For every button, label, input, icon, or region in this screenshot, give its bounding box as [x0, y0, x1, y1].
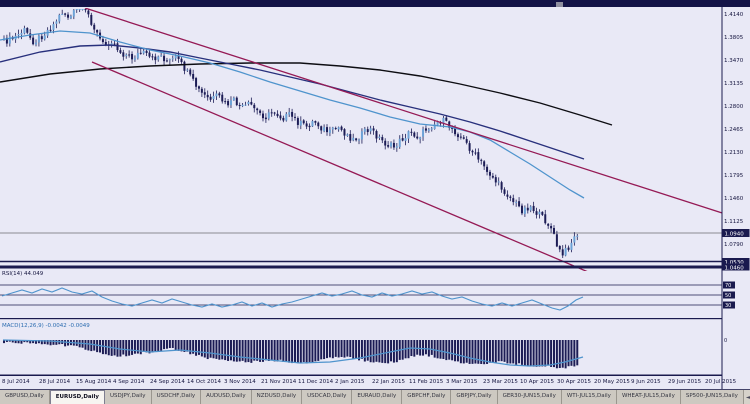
- tab-sp500-jun15[interactable]: SP500-JUN15,Daily: [680, 390, 744, 404]
- date-tick-label: 11 Dec 2014: [298, 379, 334, 385]
- price-tick-label: 1.1125: [724, 219, 744, 225]
- macd-zero-label: 0: [724, 338, 727, 344]
- tab-audusd[interactable]: AUDUSD,Daily: [201, 390, 252, 404]
- tab-euraud[interactable]: EURAUD,Daily: [352, 390, 403, 404]
- macd-signal-line: [2, 339, 584, 367]
- price-tick-label: 1.3470: [724, 58, 744, 64]
- tab-wheat-jul15[interactable]: WHEAT-JUL15,Daily: [616, 390, 681, 404]
- date-tick-label: 23 Mar 2015: [483, 379, 518, 385]
- moving-averages-layer: [0, 30, 613, 199]
- date-tick-label: 14 Oct 2014: [187, 379, 222, 385]
- rsi-line: [1, 287, 584, 311]
- date-tick-label: 8 Jul 2014: [2, 379, 30, 385]
- ma-fast-line: [0, 30, 585, 199]
- tab-nzdusd[interactable]: NZDUSD,Daily: [251, 390, 303, 404]
- support-level-label: 1.0530: [725, 260, 745, 266]
- date-tick-label: 24 Sep 2014: [150, 379, 185, 385]
- price-tick-label: 1.1795: [724, 173, 744, 179]
- current-price-label: 1.0940: [725, 232, 745, 238]
- trendline-1: [84, 8, 722, 214]
- macd-dateaxis-separator: [0, 374, 722, 376]
- date-tick-label: 29 Jun 2015: [668, 379, 702, 385]
- date-tick-label: 21 Nov 2014: [261, 379, 297, 385]
- date-tick-label: 11 Feb 2015: [409, 379, 444, 385]
- date-tick-label: 20 May 2015: [594, 379, 630, 385]
- rsi-level-label: 50: [725, 293, 731, 299]
- current-price-badge: [722, 229, 750, 237]
- price-tick-label: 1.4140: [724, 12, 744, 18]
- tab-ger30-jun15[interactable]: GER30-JUN15,Daily: [497, 390, 562, 404]
- ma-slow-line: [0, 62, 613, 126]
- support-level-line-2: [0, 265, 722, 269]
- tab-usdjpy[interactable]: USDJPY,Daily: [104, 390, 152, 404]
- price-axis[interactable]: 1.4140 1.3805 1.3470 1.3135 1.2800 1.2465 1.21…: [722, 12, 750, 272]
- support-level-label: 1.0460: [725, 266, 745, 272]
- price-tick-label: 1.2130: [724, 150, 744, 156]
- candles-layer: [3, 9, 579, 258]
- tab-gbpchf[interactable]: GBPCHF,Daily: [402, 390, 452, 404]
- ma-mid-line: [0, 44, 585, 160]
- date-tick-label: 22 Jan 2015: [372, 379, 405, 385]
- date-tick-label: 15 Aug 2014: [76, 379, 112, 385]
- rsi-level-badge: [723, 301, 735, 309]
- tab-gbpusd[interactable]: GBPUSD,Daily: [0, 390, 50, 404]
- date-tick-label: 3 Mar 2015: [446, 379, 478, 385]
- support-level-badge: [722, 258, 750, 265]
- date-tick-label: 3 Nov 2014: [224, 379, 256, 385]
- tab-usdchf[interactable]: USDCHF,Daily: [151, 390, 202, 404]
- date-tick-label: 20 Jul 2015: [705, 379, 737, 385]
- date-tick-label: 30 Apr 2015: [557, 379, 592, 385]
- rsi-indicator-label: RSI(14) 44.049: [2, 271, 44, 277]
- chart-background: [0, 0, 750, 389]
- date-tick-label: 28 Jul 2014: [39, 379, 71, 385]
- trendlines-layer: [84, 8, 722, 271]
- chart-canvas[interactable]: 70 50 30 RSI(14) 44.049 MACD(12,26,9) -0.004…: [0, 0, 750, 389]
- trendline-2: [91, 61, 588, 271]
- date-tick-label: 4 Sep 2014: [113, 379, 145, 385]
- rsi-level-label: 70: [725, 283, 731, 289]
- tab-usdcad[interactable]: USDCAD,Daily: [302, 390, 353, 404]
- tab-scroll-controls: ◄►: [744, 390, 750, 404]
- date-tick-label: 2 Jan 2015: [335, 379, 365, 385]
- date-tick-label: 10 Apr 2015: [520, 379, 555, 385]
- date-axis[interactable]: 8 Jul 2014 28 Jul 2014 15 Aug 2014 4 Sep 20…: [2, 379, 737, 385]
- tab-scroll-left-button[interactable]: ◄: [745, 393, 750, 401]
- rsi-level-label: 30: [725, 303, 731, 309]
- price-tick-label: 1.3135: [724, 81, 744, 87]
- price-tick-label: 1.1460: [724, 196, 744, 202]
- price-tick-label: 1.3805: [724, 35, 744, 41]
- tab-gbpjpy[interactable]: GBPJPY,Daily: [451, 390, 498, 404]
- price-tick-label: 1.0790: [724, 242, 744, 248]
- top-strip-mark: [556, 2, 563, 7]
- rsi-macd-separator: [0, 318, 722, 320]
- price-tick-label: 1.2465: [724, 127, 744, 133]
- chart-tab-bar: GBPUSD,Daily EURUSD,Daily USDJPY,Daily USDC…: [0, 389, 750, 404]
- macd-indicator-label: MACD(12,26,9) -0.0042 -0.0049: [2, 323, 90, 329]
- support-level-line-1: [0, 260, 722, 263]
- window-top-strip: [0, 0, 750, 7]
- rsi-level-badge: [723, 281, 735, 289]
- support-level-badge: [722, 263, 750, 271]
- rsi-level-badge: [723, 291, 735, 299]
- date-tick-label: 9 Jun 2015: [631, 379, 661, 385]
- price-tick-label: 1.2800: [724, 104, 744, 110]
- tab-wti-jul15[interactable]: WTI-JUL15,Daily: [561, 390, 617, 404]
- tab-eurusd[interactable]: EURUSD,Daily: [49, 390, 105, 404]
